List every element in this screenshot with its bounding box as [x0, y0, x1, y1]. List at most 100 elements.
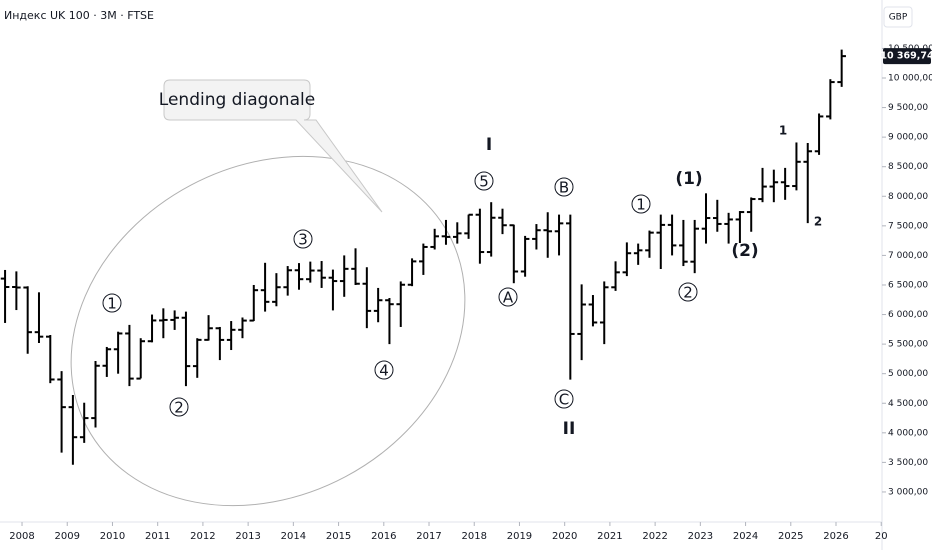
y-tick-label: 6 500,00	[888, 280, 928, 290]
x-tick-label: 2016	[371, 531, 396, 542]
y-tick-label: 8 500,00	[888, 162, 928, 172]
ohlc-bar	[12, 271, 21, 311]
ohlc-bar	[566, 214, 575, 380]
y-tick-label: 5 500,00	[888, 340, 928, 350]
wave-circle	[498, 287, 518, 307]
ohlc-bar	[68, 395, 78, 465]
ohlc-bar	[57, 371, 66, 453]
ohlc-bar	[317, 261, 326, 288]
ohlc-bar	[249, 284, 259, 322]
callout-text: Lending diagonale	[159, 90, 315, 110]
ohlc-bar	[769, 169, 779, 203]
chart-title: Индекс UK 100 · 3M · FTSE	[4, 9, 154, 22]
wave-circle	[102, 293, 122, 313]
ohlc-bar	[509, 224, 519, 284]
y-tick-label: 4 000,00	[888, 428, 928, 438]
ohlc-bar	[792, 142, 801, 191]
ohlc-bar	[758, 167, 767, 203]
ohlc-bar	[339, 255, 349, 297]
wave-label: 2	[683, 284, 693, 302]
wave-label: 3	[298, 231, 308, 249]
ohlc-bar	[532, 224, 541, 250]
ohlc-bar	[328, 269, 338, 311]
ohlc-bar	[826, 79, 835, 120]
ohlc-bar	[588, 295, 598, 327]
wave-circle	[169, 397, 189, 417]
wave-label: II	[563, 419, 576, 439]
currency: GBP	[889, 13, 908, 23]
ohlc-bar	[396, 281, 406, 327]
x-tick-label: 2019	[507, 531, 532, 542]
ohlc-bar	[645, 230, 654, 258]
wave-label: 5	[479, 173, 489, 191]
ohlc-bar	[543, 212, 553, 258]
ohlc-bar	[803, 143, 813, 224]
y-tick-label: 4 500,00	[888, 399, 928, 409]
x-tick-label: 2014	[281, 531, 306, 542]
ohlc-bar	[814, 113, 824, 155]
ohlc-bar	[113, 331, 123, 374]
x-tick-label: 2009	[55, 531, 80, 542]
ohlc-bar	[735, 211, 745, 243]
wave-label: C	[559, 391, 569, 409]
ohlc-bar	[260, 262, 270, 312]
ohlc-bar	[837, 49, 846, 87]
ohlc-bar	[0, 269, 10, 323]
last-price-box	[883, 48, 931, 65]
ohlc-bar	[283, 266, 292, 296]
x-tick-label: 20	[875, 531, 888, 542]
wave-circle	[554, 177, 574, 197]
x-tick-label: 2013	[235, 531, 260, 542]
ohlc-bar	[215, 326, 225, 361]
ohlc-bar	[102, 346, 112, 377]
ohlc-bar	[554, 214, 564, 256]
wave-label: 2	[174, 399, 184, 417]
ohlc-bar	[192, 338, 202, 378]
ohlc-bar	[226, 321, 236, 351]
ohlc-bar	[351, 248, 360, 285]
wave-label: (2)	[731, 241, 758, 261]
ohlc-bar	[34, 292, 44, 343]
wave-label: 1	[636, 196, 646, 214]
x-tick-label: 2010	[100, 531, 125, 542]
ohlc-bar	[656, 214, 666, 270]
wave-circle	[678, 282, 698, 302]
y-tick-label: 6 000,00	[888, 310, 928, 320]
ohlc-bar	[306, 261, 315, 283]
currency-box	[883, 6, 913, 28]
ohlc-bar	[679, 219, 688, 267]
ohlc-bar	[611, 261, 620, 291]
ohlc-bar	[498, 208, 507, 235]
ohlc-bar	[204, 315, 213, 341]
ohlc-bar	[780, 167, 790, 200]
ohlc-bar	[272, 273, 281, 307]
ohlc-bar	[170, 310, 179, 330]
y-tick-label: 9 500,00	[888, 103, 928, 113]
ohlc-bar	[486, 202, 496, 257]
y-tick-label: 10 000,00	[888, 74, 932, 84]
ohlc-bar	[419, 243, 428, 275]
y-tick-label: 3 000,00	[888, 487, 928, 497]
ohlc-bar	[441, 219, 451, 245]
y-tick-label: 8 000,00	[888, 192, 928, 202]
ohlc-bar	[147, 314, 157, 343]
ohlc-bar	[294, 263, 304, 290]
wave-label: 4	[379, 362, 389, 380]
last-price-label: 10 369,74	[880, 51, 932, 62]
ohlc-bar	[599, 281, 609, 345]
x-tick-label: 2026	[823, 531, 848, 542]
ohlc-bar	[136, 338, 146, 380]
x-tick-label: 2024	[733, 531, 758, 542]
ohlc-bar	[633, 243, 643, 265]
ohlc-bar	[667, 214, 677, 256]
x-tick-label: 2008	[9, 531, 34, 542]
wave-label: 1	[779, 124, 787, 138]
x-tick-label: 2017	[416, 531, 441, 542]
ohlc-bar	[475, 208, 485, 264]
wave-label: A	[503, 289, 514, 307]
y-tick-label: 5 000,00	[888, 369, 928, 379]
ohlc-bar	[690, 219, 699, 274]
ohlc-bar	[181, 311, 191, 387]
